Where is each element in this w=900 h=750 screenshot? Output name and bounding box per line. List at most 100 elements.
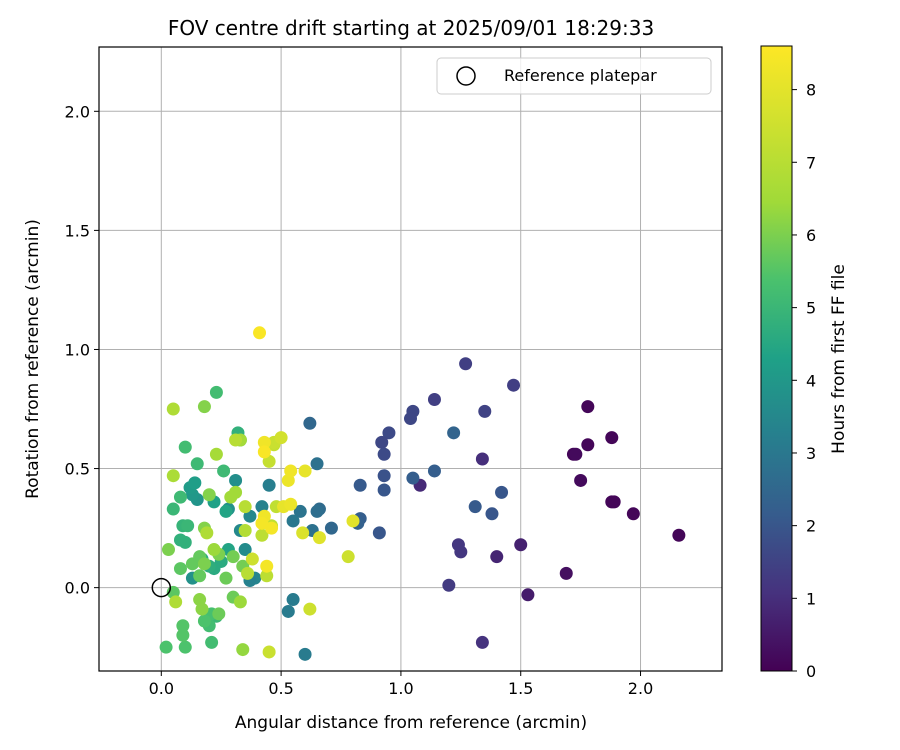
y-tick-label: 1.0 — [65, 340, 90, 359]
y-tick-label: 2.0 — [65, 102, 90, 121]
data-point — [406, 471, 420, 485]
colorbar-tick-label: 7 — [806, 153, 816, 172]
legend-label: Reference platepar — [504, 66, 657, 85]
x-tick-label: 2.0 — [628, 679, 653, 698]
data-point — [262, 645, 276, 659]
grid — [99, 47, 722, 671]
x-axis-label: Angular distance from reference (arcmin) — [235, 713, 587, 733]
colorbar-tick-label: 0 — [806, 662, 816, 681]
x-tick-label: 1.5 — [508, 679, 533, 698]
data-point — [375, 435, 389, 449]
data-point — [262, 478, 276, 492]
data-point — [190, 457, 204, 471]
colorbar-tick-label: 3 — [806, 444, 816, 463]
data-point — [209, 447, 223, 461]
data-point — [468, 500, 482, 514]
colorbar-tick-label: 2 — [806, 517, 816, 536]
data-point — [284, 497, 298, 511]
data-point — [293, 504, 307, 518]
data-point — [193, 569, 207, 583]
data-point — [173, 533, 187, 547]
data-point — [447, 426, 461, 440]
reference-platepar-marker — [151, 577, 172, 598]
data-point — [427, 464, 441, 478]
colorbar-ticks: 0 1 2 3 4 5 6 7 8 — [792, 81, 816, 681]
data-point — [286, 593, 300, 607]
data-point — [404, 412, 417, 426]
data-point — [382, 426, 396, 440]
data-point — [303, 416, 317, 430]
data-point — [521, 588, 535, 602]
data-point — [581, 400, 595, 414]
data-point — [257, 435, 271, 449]
data-point — [224, 490, 238, 504]
data-point — [286, 514, 300, 528]
data-point — [569, 447, 583, 461]
data-point — [485, 507, 499, 521]
plot-frame — [98, 46, 723, 672]
data-point — [173, 490, 187, 504]
data-points — [151, 326, 686, 661]
data-point — [209, 385, 223, 399]
data-point — [372, 526, 386, 540]
data-point — [324, 521, 338, 535]
data-point — [178, 640, 192, 654]
data-point — [205, 635, 219, 649]
data-point — [173, 562, 187, 576]
data-point — [226, 550, 240, 564]
data-point — [197, 557, 211, 571]
data-point — [207, 543, 221, 557]
data-point — [229, 433, 243, 447]
data-point — [507, 378, 521, 392]
data-point — [202, 488, 216, 502]
data-point — [236, 643, 250, 657]
x-tick-label: 0.5 — [268, 679, 293, 698]
legend-box — [436, 57, 712, 95]
data-point — [605, 431, 619, 445]
data-point — [181, 519, 195, 533]
colorbar-tick-label: 1 — [806, 589, 816, 608]
data-point — [255, 528, 269, 542]
data-point — [219, 504, 233, 518]
data-point — [310, 504, 324, 518]
data-point — [245, 552, 259, 566]
data-point — [255, 516, 269, 530]
data-point — [169, 595, 183, 609]
data-point — [195, 602, 209, 616]
colorbar-tick-label: 4 — [806, 371, 816, 390]
data-point — [284, 464, 298, 478]
data-point — [281, 604, 295, 618]
data-point — [159, 640, 173, 654]
data-point — [229, 473, 243, 487]
data-point — [341, 550, 355, 564]
data-point — [253, 326, 267, 340]
data-point — [260, 569, 274, 583]
data-point — [298, 464, 312, 478]
data-point — [217, 464, 231, 478]
y-axis-label: Rotation from reference (arcmin) — [23, 219, 43, 499]
data-point — [265, 521, 279, 535]
x-tick-label: 0.0 — [149, 679, 174, 698]
data-point — [161, 543, 175, 557]
data-point — [574, 473, 588, 487]
data-point — [296, 526, 310, 540]
data-point — [176, 628, 190, 642]
data-point — [672, 528, 686, 542]
colorbar-tick-label: 6 — [806, 226, 816, 245]
data-point — [607, 495, 621, 509]
data-point — [353, 478, 367, 492]
y-tick-label: 0.0 — [65, 579, 90, 598]
data-point — [490, 550, 504, 564]
data-point — [298, 647, 312, 661]
data-point — [427, 392, 441, 406]
data-point — [475, 635, 489, 649]
data-point — [238, 500, 252, 514]
data-point — [514, 538, 528, 552]
data-point — [442, 578, 456, 592]
data-point — [459, 357, 473, 371]
data-point — [310, 457, 324, 471]
data-point — [176, 619, 190, 633]
colorbar-tick-label: 8 — [806, 81, 816, 100]
data-point — [166, 469, 180, 483]
data-point — [475, 452, 489, 466]
